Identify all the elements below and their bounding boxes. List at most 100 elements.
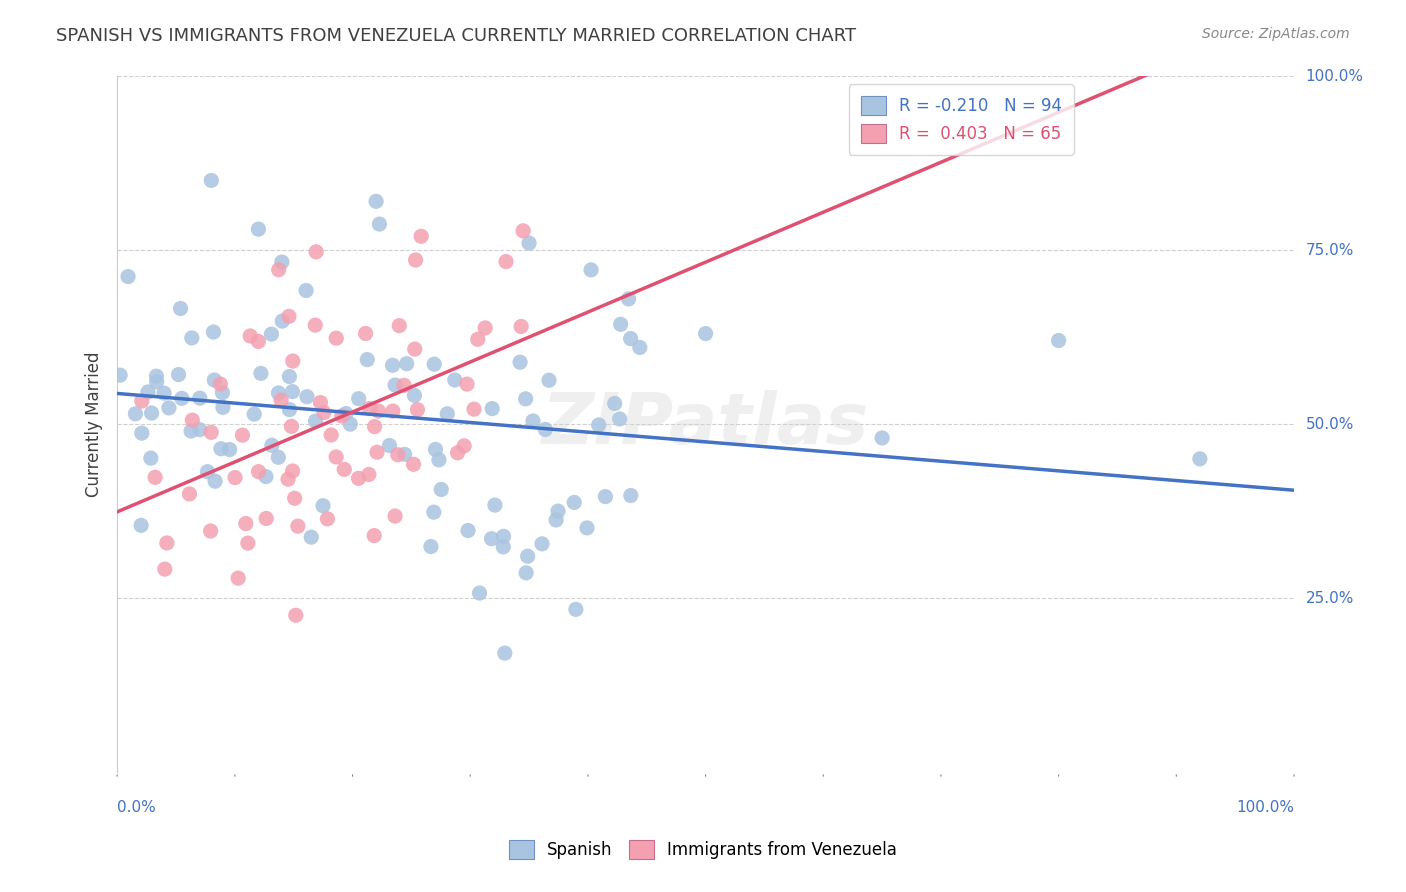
Point: [1047, 334, 1070, 348]
Point: [305, 244, 328, 259]
Point: [270, 255, 292, 269]
Point: [136, 384, 159, 399]
Point: [124, 407, 146, 421]
Point: [145, 369, 167, 384]
Point: [534, 422, 557, 436]
Point: [363, 419, 385, 434]
Point: [453, 439, 475, 453]
Point: [359, 401, 381, 416]
Point: [384, 509, 406, 524]
Point: [481, 532, 503, 546]
Point: [170, 392, 193, 406]
Point: [141, 406, 163, 420]
Point: [267, 262, 290, 277]
Point: [392, 378, 415, 392]
Point: [387, 448, 409, 462]
Point: [1188, 451, 1211, 466]
Point: [316, 512, 339, 526]
Point: [202, 373, 225, 387]
Point: [312, 406, 335, 420]
Point: [181, 413, 204, 427]
Point: [515, 392, 537, 406]
Point: [304, 318, 326, 332]
Point: [356, 352, 378, 367]
Point: [153, 386, 176, 401]
Point: [347, 471, 370, 485]
Point: [281, 464, 304, 478]
Point: [167, 368, 190, 382]
Point: [281, 384, 304, 399]
Point: [226, 571, 249, 585]
Point: [366, 445, 388, 459]
Point: [267, 386, 290, 401]
Point: [180, 331, 202, 345]
Text: 25.0%: 25.0%: [1306, 591, 1354, 606]
Point: [211, 385, 233, 400]
Point: [312, 499, 335, 513]
Point: [492, 540, 515, 554]
Point: [537, 373, 560, 387]
Point: [231, 428, 253, 442]
Point: [131, 394, 153, 409]
Point: [235, 516, 257, 531]
Text: 100.0%: 100.0%: [1236, 800, 1294, 815]
Point: [271, 314, 294, 328]
Y-axis label: Currently Married: Currently Married: [86, 351, 103, 497]
Point: [515, 566, 537, 580]
Point: [405, 253, 427, 268]
Point: [411, 229, 433, 244]
Point: [443, 373, 465, 387]
Point: [474, 321, 496, 335]
Point: [870, 431, 893, 445]
Point: [277, 472, 299, 486]
Point: [368, 217, 391, 231]
Legend: Spanish, Immigrants from Venezuela: Spanish, Immigrants from Venezuela: [502, 833, 904, 866]
Point: [243, 407, 266, 421]
Point: [367, 404, 389, 418]
Point: [335, 407, 357, 421]
Point: [129, 518, 152, 533]
Point: [530, 537, 553, 551]
Point: [388, 318, 411, 333]
Point: [281, 354, 304, 368]
Text: SPANISH VS IMMIGRANTS FROM VENEZUELA CURRENTLY MARRIED CORRELATION CHART: SPANISH VS IMMIGRANTS FROM VENEZUELA CUR…: [56, 27, 856, 45]
Point: [494, 646, 516, 660]
Point: [309, 395, 332, 409]
Point: [516, 549, 538, 564]
Point: [357, 467, 380, 482]
Point: [139, 451, 162, 466]
Point: [278, 402, 301, 417]
Point: [236, 536, 259, 550]
Point: [157, 401, 180, 415]
Point: [378, 438, 401, 452]
Point: [247, 334, 270, 349]
Point: [364, 194, 387, 209]
Point: [436, 407, 458, 421]
Point: [544, 513, 567, 527]
Point: [404, 388, 426, 402]
Point: [394, 447, 416, 461]
Point: [423, 505, 446, 519]
Point: [446, 446, 468, 460]
Point: [278, 369, 301, 384]
Point: [250, 367, 273, 381]
Point: [299, 530, 322, 544]
Text: 100.0%: 100.0%: [1306, 69, 1364, 84]
Point: [579, 263, 602, 277]
Text: 0.0%: 0.0%: [117, 800, 156, 815]
Point: [270, 393, 292, 408]
Point: [609, 412, 631, 426]
Point: [510, 319, 533, 334]
Point: [200, 425, 222, 440]
Point: [695, 326, 717, 341]
Point: [609, 318, 631, 332]
Point: [131, 426, 153, 441]
Point: [468, 586, 491, 600]
Point: [224, 470, 246, 484]
Point: [425, 442, 447, 457]
Point: [321, 428, 343, 442]
Point: [200, 173, 222, 187]
Point: [339, 417, 361, 432]
Text: 50.0%: 50.0%: [1306, 417, 1354, 432]
Point: [457, 524, 479, 538]
